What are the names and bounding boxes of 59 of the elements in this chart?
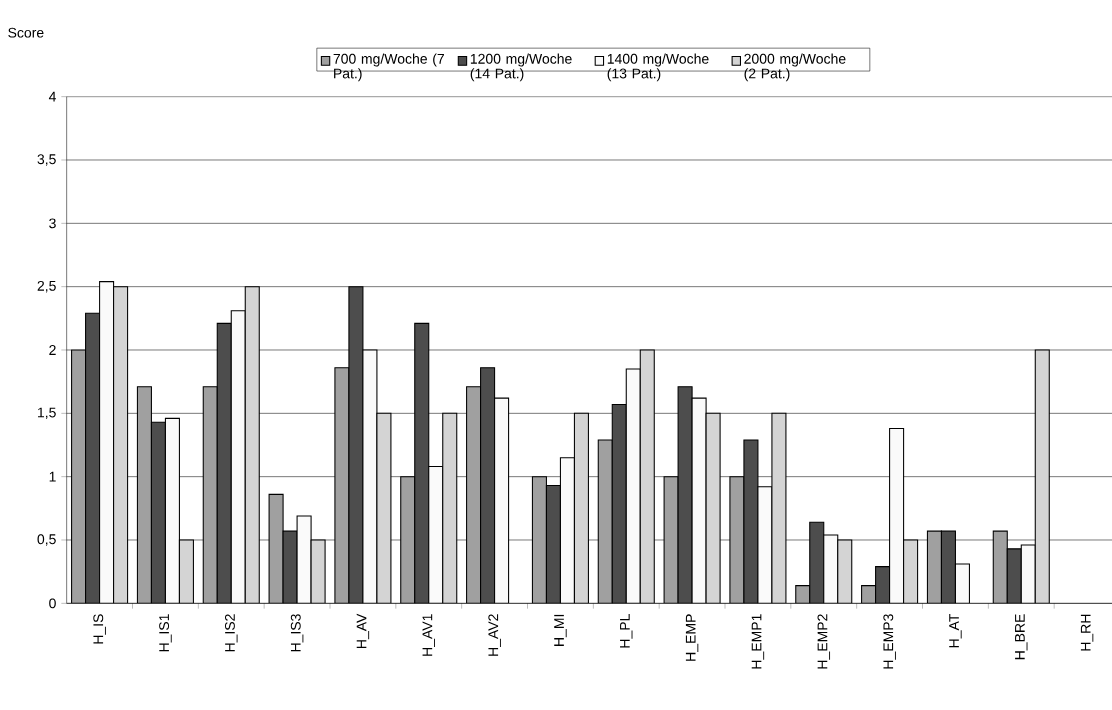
y-tick-label: 4 <box>48 91 56 102</box>
bar <box>940 530 956 604</box>
y-tick-label: 0,5 <box>37 534 56 546</box>
bar <box>414 322 430 604</box>
bar <box>71 349 87 604</box>
y-tick-label: 2 <box>49 345 56 355</box>
bar <box>178 539 194 604</box>
y-tick-label: 2,5 <box>37 280 56 293</box>
bar <box>837 539 853 604</box>
bar <box>442 412 458 604</box>
x-tick-label: H_EMP3 <box>883 614 896 669</box>
x-tick-label: H_AV1 <box>422 614 435 656</box>
x-tick-label: H_AT <box>949 613 962 648</box>
y-tick-label: 1,5 <box>38 407 56 420</box>
x-tick-label: H_AV2 <box>488 614 501 656</box>
x-tick-label: H_PL <box>620 614 633 648</box>
bar <box>480 367 496 604</box>
bar <box>150 421 166 604</box>
bar <box>597 439 613 604</box>
x-tick-label: H_AV <box>356 613 370 648</box>
bar <box>574 413 589 604</box>
legend-label: 1200 mg/Woche (14 Pat.) <box>470 53 572 82</box>
bar <box>85 312 101 604</box>
legend-label: 2000 mg/Woche (2 Pat.) <box>744 53 846 82</box>
bar <box>545 484 561 604</box>
bar <box>466 386 482 604</box>
bar <box>400 476 416 604</box>
x-tick-label: H_EMP <box>685 614 699 661</box>
bar <box>809 521 825 604</box>
bar <box>136 386 152 604</box>
bar <box>903 539 919 604</box>
bar <box>531 476 547 604</box>
x-tick-label: H_IS <box>93 614 106 644</box>
bar <box>1034 349 1050 604</box>
bar <box>875 566 891 604</box>
x-tick-label: H_IS3 <box>290 614 304 652</box>
y-tick-label: 3 <box>49 218 56 229</box>
legend-label: 700 mg/Woche (7 Pat.) <box>333 53 444 82</box>
bar <box>216 322 232 604</box>
y-tick-label: 1 <box>49 471 56 482</box>
legend-label: 1400 mg/Woche (13 Pat.) <box>607 53 709 82</box>
x-tick-label: H_IS2 <box>224 614 238 652</box>
bar <box>992 530 1008 604</box>
bar <box>926 530 942 604</box>
bar <box>113 286 129 604</box>
x-tick-label: H_EMP1 <box>751 614 765 669</box>
bar <box>639 349 655 604</box>
x-tick-label: H_EMP2 <box>817 614 831 669</box>
bar <box>244 286 260 604</box>
bar <box>202 386 218 604</box>
y-tick-label: 0 <box>49 598 56 609</box>
x-tick-label: H_RH <box>1080 614 1094 651</box>
y-axis-title: Score <box>8 27 44 38</box>
bar <box>611 403 627 604</box>
x-tick-label: H_MI <box>554 614 567 646</box>
y-tick-label: 3,5 <box>37 154 56 166</box>
x-tick-label: H_BRE <box>1015 614 1028 660</box>
x-tick-label: H_IS1 <box>159 614 172 652</box>
bar <box>1006 548 1022 604</box>
